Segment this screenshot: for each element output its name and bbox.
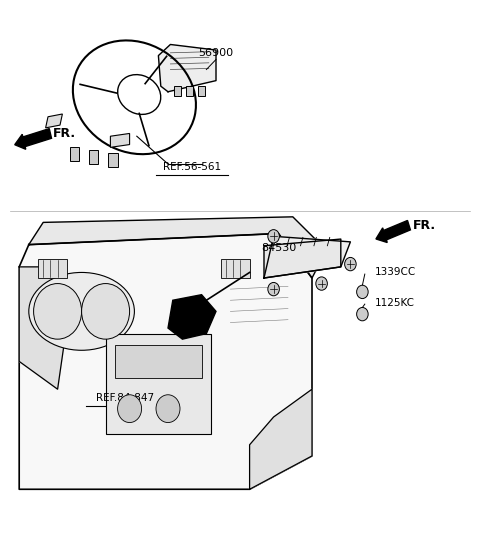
Polygon shape (29, 217, 326, 278)
Polygon shape (168, 295, 216, 339)
Text: REF.84-847: REF.84-847 (96, 393, 154, 403)
Polygon shape (264, 239, 341, 278)
Bar (38, 259, 67, 278)
Text: 56900: 56900 (198, 48, 234, 58)
FancyArrow shape (15, 128, 51, 150)
Polygon shape (158, 44, 216, 92)
Polygon shape (264, 236, 350, 278)
Circle shape (34, 284, 82, 339)
Text: FR.: FR. (53, 127, 76, 140)
Circle shape (118, 395, 142, 423)
Polygon shape (19, 234, 312, 489)
Circle shape (268, 282, 279, 296)
Bar (186, 86, 193, 96)
Circle shape (82, 284, 130, 339)
Bar (115, 345, 202, 378)
Polygon shape (110, 133, 130, 147)
Text: 84530: 84530 (261, 243, 296, 253)
Text: 1125KC: 1125KC (374, 298, 414, 308)
Bar (221, 259, 250, 278)
Text: FR.: FR. (413, 219, 436, 232)
Polygon shape (19, 267, 67, 389)
Circle shape (357, 285, 368, 299)
Circle shape (345, 257, 356, 271)
Bar (108, 153, 118, 167)
Text: REF.56-561: REF.56-561 (163, 162, 221, 172)
Bar (198, 86, 205, 96)
Circle shape (357, 307, 368, 321)
Bar (106, 334, 211, 434)
Bar (70, 147, 79, 161)
Ellipse shape (29, 272, 134, 350)
Bar (174, 86, 181, 96)
Polygon shape (46, 114, 62, 128)
Circle shape (316, 277, 327, 290)
Circle shape (268, 230, 279, 243)
Text: 1339CC: 1339CC (374, 267, 416, 277)
Circle shape (156, 395, 180, 423)
FancyArrow shape (376, 221, 410, 242)
Polygon shape (250, 389, 312, 489)
Bar (89, 150, 98, 164)
